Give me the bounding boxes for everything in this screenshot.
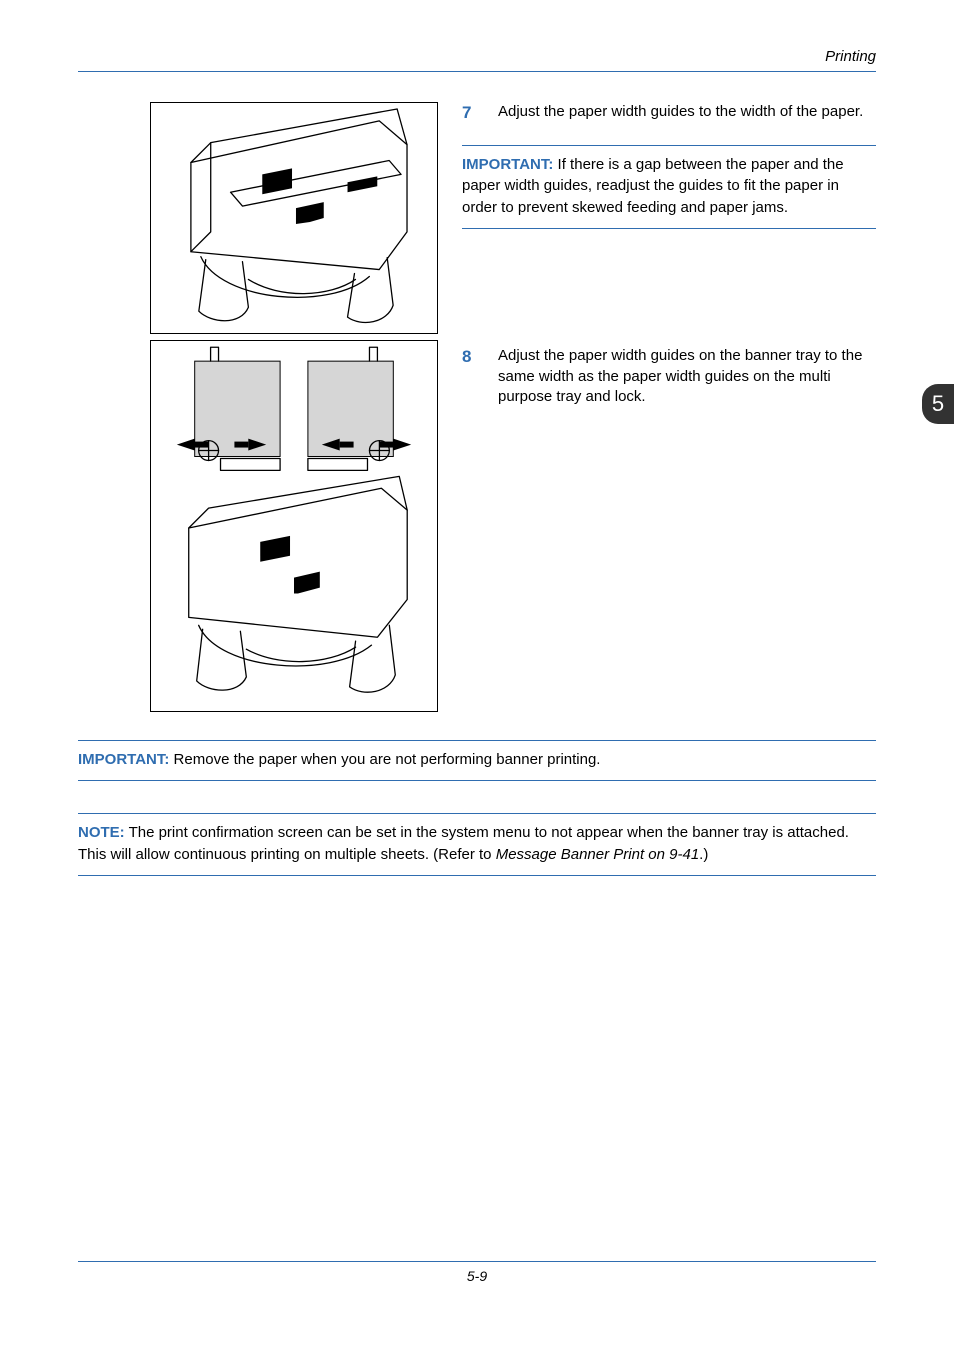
note-label: NOTE: [78,824,125,841]
chapter-tab: 5 [922,384,954,424]
step-7-number: 7 [462,102,480,125]
chapter-number: 5 [932,391,944,417]
section-title: Printing [825,48,876,65]
important-full-text: Remove the paper when you are not perfor… [169,751,600,768]
step-8: 8 Adjust the paper width guides on the b… [462,346,876,408]
important-full-label: IMPORTANT: [78,751,169,768]
step-8-text: Adjust the paper width guides on the ban… [498,346,876,408]
step-8-row: 8 Adjust the paper width guides on the b… [78,340,876,712]
important-callout-inline: IMPORTANT: If there is a gap between the… [462,145,876,229]
important-callout-full: IMPORTANT: Remove the paper when you are… [78,740,876,781]
page-number: 5-9 [467,1268,487,1284]
step-8-number: 8 [462,346,480,369]
step-7-row: 7 Adjust the paper width guides to the w… [78,102,876,334]
page-footer: 5-9 [78,1261,876,1284]
note-reference: Message Banner Print on 9-41 [496,846,699,863]
illustration-step-7 [150,102,438,334]
illustration-step-8 [150,340,438,712]
step-7: 7 Adjust the paper width guides to the w… [462,102,876,125]
note-text-before: The print confirmation screen can be set… [78,824,849,862]
page-header: Printing [78,48,876,72]
important-label: IMPORTANT: [462,156,553,173]
step-7-text: Adjust the paper width guides to the wid… [498,102,863,123]
note-text-after: .) [699,846,708,863]
note-callout-full: NOTE: The print confirmation screen can … [78,813,876,876]
